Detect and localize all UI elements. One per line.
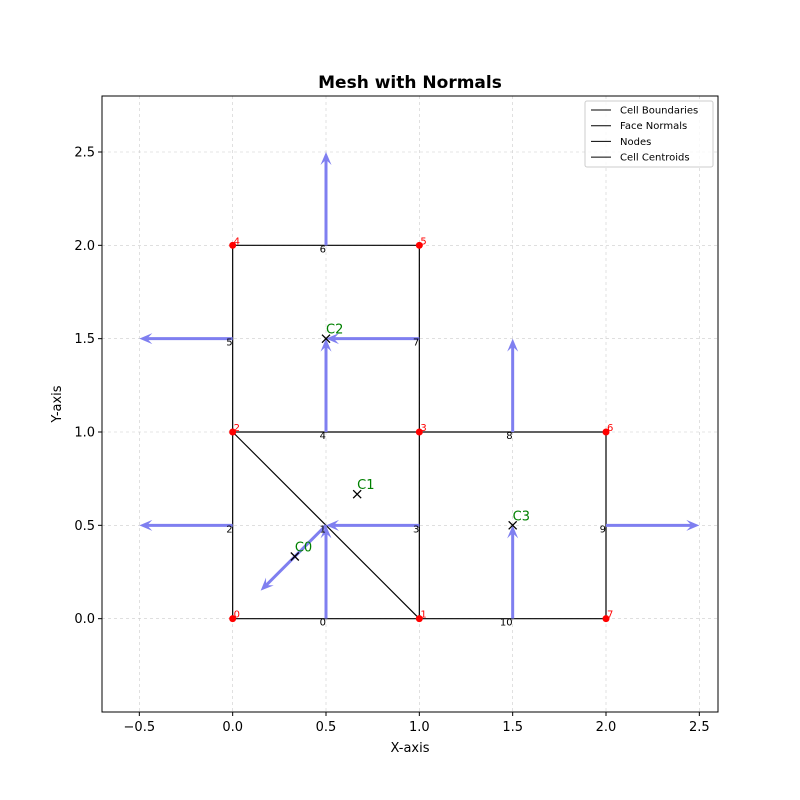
node-label: 0 xyxy=(234,610,240,621)
node-point xyxy=(602,428,610,436)
node-point xyxy=(229,428,237,436)
x-tick-label: 2.0 xyxy=(596,720,617,735)
face-label: 5 xyxy=(226,338,232,349)
x-tick-label: 1.0 xyxy=(409,720,430,735)
node-point xyxy=(602,615,610,623)
cell-centroids: C0 C1 C2 C3 xyxy=(290,323,530,561)
centroid-label: C1 xyxy=(357,478,374,493)
y-tick-label: 2.0 xyxy=(74,239,95,254)
face-normal-arrowhead xyxy=(260,577,274,591)
centroid-label: C3 xyxy=(513,509,530,524)
node-label: 6 xyxy=(607,423,613,434)
node-label: 2 xyxy=(234,423,240,434)
face-label: 9 xyxy=(600,524,606,535)
y-tick-label: 1.5 xyxy=(74,332,95,347)
centroid-marker xyxy=(352,489,362,499)
chart-title: Mesh with Normals xyxy=(318,73,502,93)
face-label: 1 xyxy=(320,524,326,535)
y-tick-label: 0.5 xyxy=(74,519,95,534)
face-normals xyxy=(139,152,700,619)
node-label: 4 xyxy=(234,236,240,247)
node-label: 3 xyxy=(420,423,426,434)
face-normal-arrowhead xyxy=(326,333,339,345)
x-tick-label: 2.5 xyxy=(689,720,710,735)
y-axis-title: Y-axis xyxy=(50,385,65,423)
face-label: 3 xyxy=(413,524,419,535)
centroid-label: C0 xyxy=(295,541,312,556)
node-point xyxy=(229,241,237,249)
face-normal-arrowhead xyxy=(139,519,153,531)
node-point xyxy=(415,428,423,436)
y-tick-label: 1.0 xyxy=(74,426,95,441)
face-normal-arrowhead xyxy=(326,519,339,531)
face-normal-arrowhead xyxy=(320,525,332,539)
x-tick-label: 1.5 xyxy=(502,720,523,735)
node-label: 7 xyxy=(607,610,613,621)
y-tick-label: 2.5 xyxy=(74,146,95,161)
x-tick-label: −0.5 xyxy=(124,720,156,735)
plot-frame xyxy=(101,95,719,713)
legend: Cell Boundaries Face Normals Nodes Cell Cen… xyxy=(584,100,714,168)
node-label: 1 xyxy=(420,610,426,621)
face-label: 2 xyxy=(226,524,232,535)
legend-entry: Nodes xyxy=(620,137,651,148)
centroid-label: C2 xyxy=(326,323,343,338)
legend-entry: Face Normals xyxy=(620,121,687,132)
legend-entry: Cell Boundaries xyxy=(620,106,698,117)
face-label: 0 xyxy=(320,618,326,629)
centroid-marker xyxy=(290,552,300,561)
face-normal-arrowhead xyxy=(686,519,700,531)
face-normal-arrowhead xyxy=(139,333,153,345)
x-tick-label: 0.5 xyxy=(316,720,337,735)
node-point xyxy=(415,615,423,623)
face-normal-arrowhead xyxy=(320,152,332,165)
face-label: 7 xyxy=(413,338,419,349)
x-axis-title: X-axis xyxy=(391,741,430,756)
face-normal-arrowhead xyxy=(507,525,519,539)
face-label: 6 xyxy=(320,244,326,255)
legend-box xyxy=(584,100,714,168)
face-label: 4 xyxy=(320,431,326,442)
face-label: 8 xyxy=(506,431,512,442)
legend-entry: Cell Centroids xyxy=(620,153,690,164)
face-label: 10 xyxy=(500,618,513,629)
node-point xyxy=(229,615,237,623)
grid xyxy=(102,96,718,712)
face-normal-arrowhead xyxy=(507,338,519,352)
centroid-marker xyxy=(321,334,331,344)
node-label: 5 xyxy=(420,236,426,247)
face-normal-arrowhead xyxy=(320,338,332,352)
axis-ticks: −0.5 0.0 0.5 1.0 1.5 2.0 2.5 0.0 0.5 1.0 1.5 2.0 2.5 xyxy=(74,146,709,736)
x-tick-label: 0.0 xyxy=(222,720,243,735)
centroid-marker xyxy=(508,520,518,530)
node-point xyxy=(415,241,423,249)
nodes: 0 1 2 3 4 5 6 7 xyxy=(229,236,613,623)
y-tick-label: 0.0 xyxy=(74,612,95,627)
